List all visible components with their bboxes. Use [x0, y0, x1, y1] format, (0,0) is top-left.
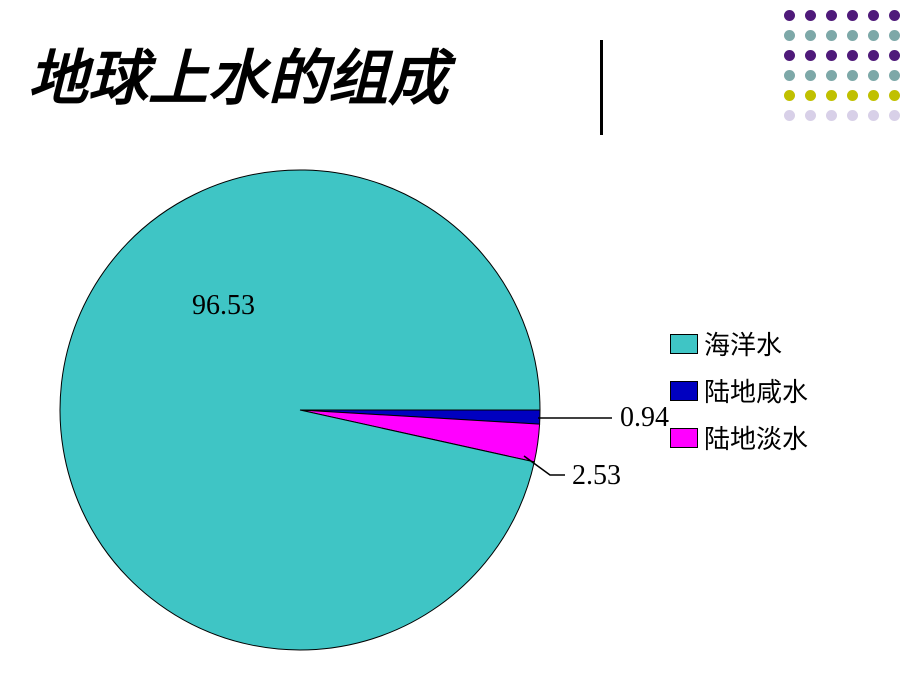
legend-item: 陆地咸水 — [670, 372, 808, 409]
legend-swatch — [670, 334, 698, 354]
legend-label: 陆地咸水 — [704, 372, 808, 409]
data-label: 2.53 — [572, 460, 621, 492]
legend-swatch — [670, 428, 698, 448]
legend-label: 陆地淡水 — [704, 419, 808, 456]
data-label: 96.53 — [192, 290, 255, 322]
pie-slice — [60, 170, 540, 650]
legend: 海洋水陆地咸水陆地淡水 — [670, 325, 808, 466]
pie-slices — [60, 170, 540, 650]
legend-swatch — [670, 381, 698, 401]
legend-item: 陆地淡水 — [670, 419, 808, 456]
slide: 地球上水的组成 96.530.942.53 海洋水陆地咸水陆地淡水 — [0, 0, 920, 690]
legend-label: 海洋水 — [704, 325, 782, 362]
legend-item: 海洋水 — [670, 325, 808, 362]
data-label: 0.94 — [620, 402, 669, 434]
